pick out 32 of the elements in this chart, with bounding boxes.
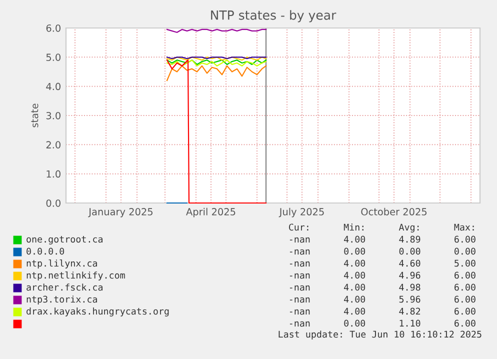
line-series	[166, 65, 267, 82]
x-tick-label: January 2025	[88, 208, 152, 218]
legend-label: ntp.lilynx.ca	[26, 260, 97, 268]
y-tick-label: 3.0	[46, 112, 60, 120]
text: -nan 4.00 4.98 6.00	[290, 284, 476, 291]
legend-label: archer.fsck.ca	[26, 284, 102, 291]
y-tick-label: 5.0	[46, 54, 60, 61]
legend-label: 0.0.0.0	[26, 248, 64, 255]
text: -nan 4.00 4.82 6.00	[290, 308, 476, 315]
y-tick-label: 4.0	[46, 82, 60, 90]
text: -nan 0.00 1.10 6.00	[290, 320, 476, 327]
legend-label: ntp.netlinkify.com	[26, 272, 125, 280]
x-tick-label: April 2025	[186, 208, 236, 218]
text: -nan 4.00 5.96 6.00	[290, 296, 476, 303]
y-tick-label: 0.0	[46, 199, 60, 207]
line-series	[166, 60, 267, 204]
legend-label: drax.kayaks.hungrycats.org	[26, 308, 169, 316]
x-tick-label: July 2025	[278, 208, 324, 218]
y-tick-label: 1.0	[46, 170, 60, 178]
y-tick-label: 2.0	[46, 141, 60, 148]
y-tick-label: 6.0	[46, 24, 60, 32]
text: -nan 4.00 4.60 5.00	[290, 260, 476, 267]
text: Cur: Min: Avg: Max:	[288, 224, 474, 232]
x-tick-label: October 2025	[361, 208, 427, 216]
legend-label: ntp3.torix.ca	[26, 296, 97, 304]
text: -nan 0.00 0.00 0.00	[290, 248, 476, 255]
text: -nan 4.00 4.96 6.00	[290, 272, 476, 279]
text: Last update: Tue Jun 10 16:10:12 2025	[278, 330, 482, 340]
legend-label: one.gotroot.ca	[26, 236, 102, 244]
chart-title: NTP states - by year	[211, 10, 336, 22]
text: -nan 4.00 4.89 6.00	[290, 236, 476, 243]
y-axis-title: state	[31, 104, 38, 128]
